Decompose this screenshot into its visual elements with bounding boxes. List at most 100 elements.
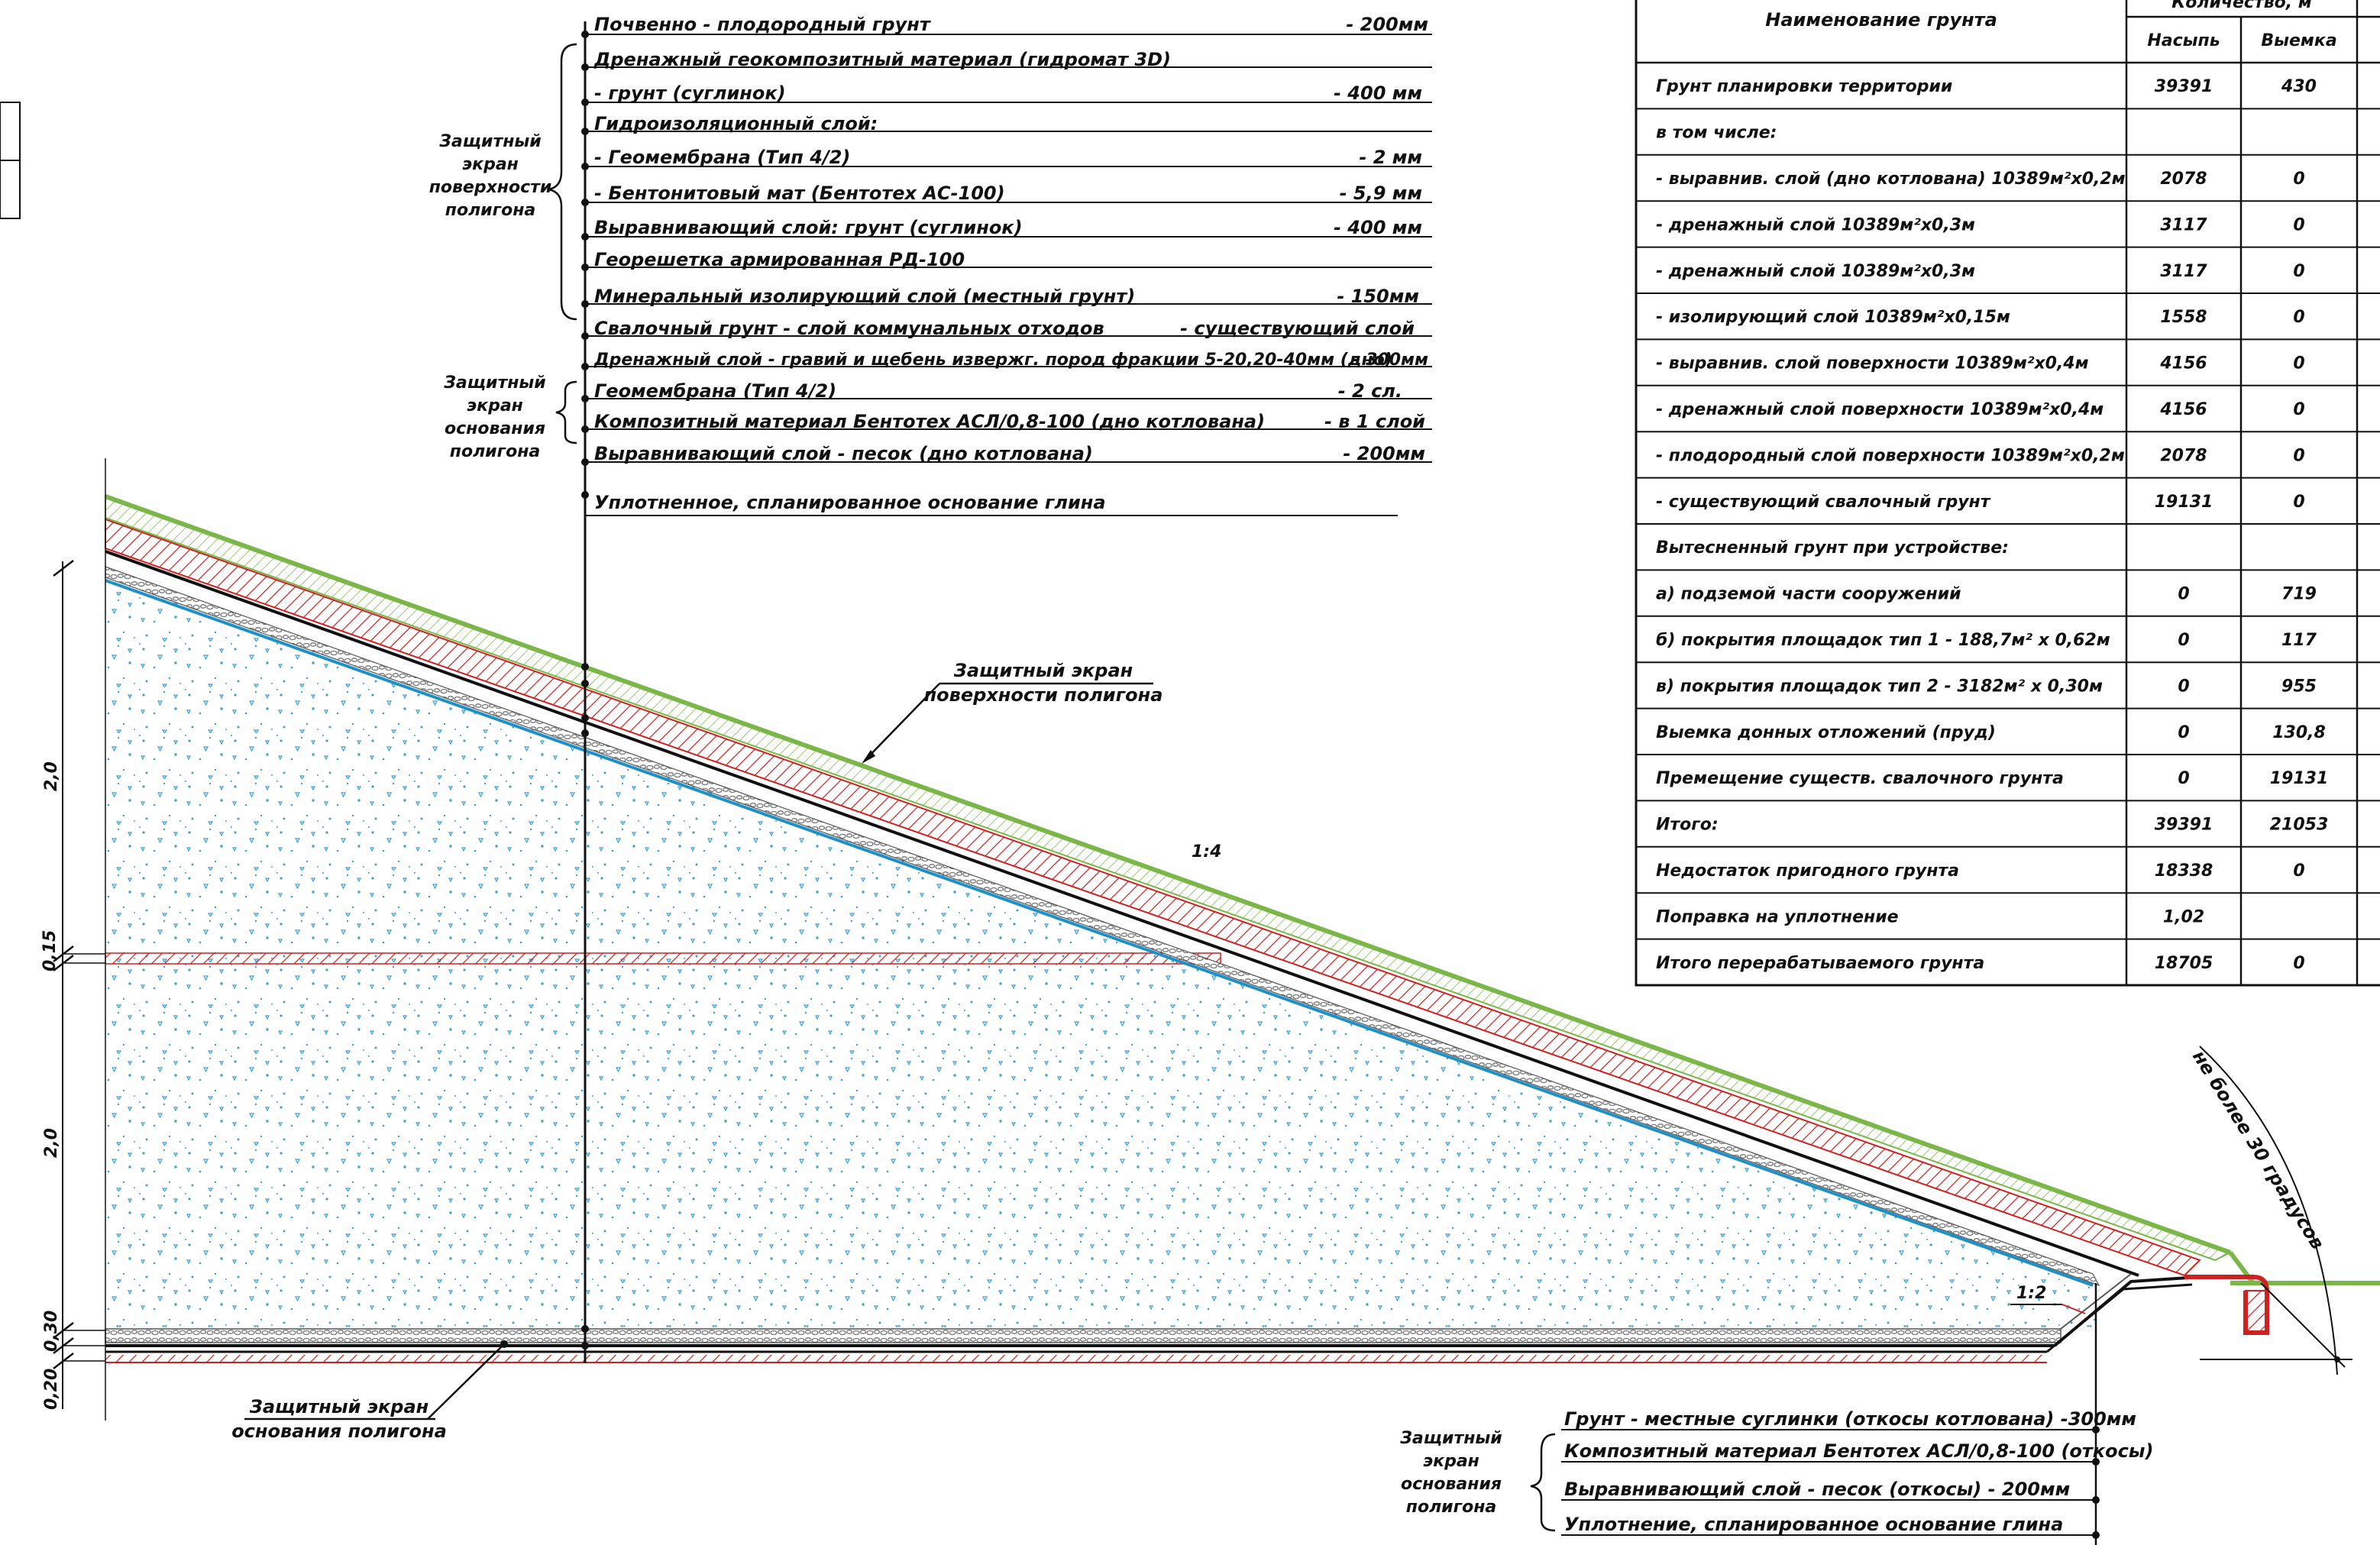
layer-text: Георешетка армированная РД-100 <box>594 249 965 270</box>
table-cell-cut: 719 <box>2281 585 2317 604</box>
layer-value: - 400 мм <box>1334 217 1422 238</box>
dim-label: 0,30 <box>42 1311 61 1352</box>
layer-text: Уплотненное, спланированное основание гл… <box>594 492 1106 513</box>
table-cell-name: - выравнив. слой поверхности 10389м²х0,4… <box>1656 354 2089 373</box>
table-cell-name: Премещение существ. свалочного грунта <box>1656 769 2064 788</box>
table-cell-fill: 1,02 <box>2163 907 2204 926</box>
layer-text: Дренажный слой - гравий и щебень извержг… <box>593 351 1392 370</box>
table-cell-fill: 4156 <box>2159 400 2207 419</box>
surface-screen-callout: Защитный экран поверхности полигона <box>862 660 1163 764</box>
table-cell-name: - плодородный слой поверхности 10389м²х0… <box>1656 446 2125 465</box>
surface-group-label: Защитный экран поверхности полигона <box>429 132 552 220</box>
table-cell-cut: 117 <box>2281 631 2317 650</box>
table-cell-fill: 39391 <box>2155 816 2213 835</box>
slope-layers <box>104 494 2380 1287</box>
surface-group-label-line: полигона <box>445 201 536 220</box>
waste-body <box>105 574 2099 1327</box>
table-cell-cut: 130,8 <box>2272 723 2326 742</box>
surface-screen-label-2: поверхности полигона <box>924 684 1163 706</box>
layer-text: - грунт (суглинок) <box>594 82 786 104</box>
table-cell-name: а) подземой части сооружений <box>1656 585 1961 604</box>
table-cell-fill: 4156 <box>2159 354 2207 373</box>
surface-group-label-line: поверхности <box>429 178 552 197</box>
table-cell-name: Выемка донных отложений (пруд) <box>1656 723 1996 742</box>
surface-screen-label-1: Защитный экран <box>953 660 1133 681</box>
layer-value: - 200мм <box>1343 443 1425 464</box>
table-cell-cut: 21053 <box>2270 816 2329 835</box>
layer-text: Выравнивающий слой - песок (дно котлован… <box>594 443 1093 464</box>
slope-side-label: 1:2 <box>2016 1284 2046 1303</box>
bottom-layer-text: Грунт - местные суглинки (откосы котлова… <box>1564 1408 2136 1430</box>
table-cell-fill: 2078 <box>2160 446 2207 465</box>
soil-balance-table: Количество, м Наименование грунта Насыпь… <box>1635 0 2380 987</box>
table-cell-name: Итого перерабатываемого грунта <box>1656 954 1984 973</box>
layer-value: - 200мм <box>1346 14 1428 35</box>
table-cell-name: Грунт планировки территории <box>1656 77 1952 96</box>
layer-value: - 400 мм <box>1334 82 1422 104</box>
base-group-brace <box>555 380 577 444</box>
base-group-label: Защитный экран основания полигона <box>443 373 545 461</box>
angle-note: не более 30 градусов <box>2188 1046 2353 1375</box>
table-body: Грунт планировки территории 39391 430 в том… <box>1636 77 2380 973</box>
table-header-fill: Насыпь <box>2147 31 2220 50</box>
layer-value: - 2 сл. <box>1338 380 1402 402</box>
mineral-insulating-band <box>105 952 1221 965</box>
table-header-name: Наименование грунта <box>1765 9 1997 31</box>
surface-group-brace <box>548 43 577 321</box>
layer-value: - существующий слой <box>1180 318 1415 339</box>
layer-text: Дренажный геокомпозитный материал (гидро… <box>593 49 1171 70</box>
table-cell-name: в) покрытия площадок тип 2 - 3182м² х 0,… <box>1656 677 2103 696</box>
bottom-layer-list: Защитный экран основания полигона Грунт … <box>1399 1283 2153 1545</box>
table-cell-fill: 18338 <box>2155 861 2213 881</box>
layer-text: Свалочный грунт - слой коммунальных отхо… <box>594 318 1104 339</box>
layer-value: - 5,9 мм <box>1340 183 1422 204</box>
table-cell-name: - дренажный слой поверхности 10389м²х0,4… <box>1656 400 2104 419</box>
table-cell-name: - выравнив. слой (дно котлована) 10389м²… <box>1656 170 2126 189</box>
base-group-label-line: полигона <box>450 442 541 461</box>
table-cell-name: б) покрытия площадок тип 1 - 188,7м² х 0… <box>1656 631 2110 650</box>
table-cell-cut: 0 <box>2293 354 2304 373</box>
dim-label: 0,15 <box>40 930 60 971</box>
base-layers <box>105 1273 2269 1363</box>
table-cell-fill: 39391 <box>2155 77 2213 96</box>
table-cell-fill: 3117 <box>2160 215 2207 234</box>
dim-label: 2,0 <box>42 761 61 791</box>
slope-main-label: 1:4 <box>1192 842 1221 861</box>
table-cell-fill: 0 <box>2178 769 2189 788</box>
layer-value: - 150мм <box>1337 286 1419 307</box>
table-cell-fill: 1558 <box>2160 308 2207 327</box>
table-cell-fill: 0 <box>2178 585 2189 604</box>
bottom-group-label-line: экран <box>1423 1452 1479 1471</box>
table-cell-name: Итого: <box>1656 816 1719 835</box>
table-header-top: Количество, м <box>2171 0 2311 12</box>
table-cell-fill: 0 <box>2178 723 2189 742</box>
table-cell-cut: 0 <box>2293 308 2304 327</box>
table-cell-name: - существующий свалочный грунт <box>1656 493 1991 512</box>
top-layer-texts: Почвенно - плодородный грунт - 200мм Дре… <box>593 14 1428 513</box>
angle-note-label: не более 30 градусов <box>2188 1046 2329 1253</box>
table-cell-name: Недостаток пригодного грунта <box>1656 861 1959 881</box>
table-cell-cut: 0 <box>2293 262 2304 281</box>
layer-text: Гидроизоляционный слой: <box>594 113 878 134</box>
table-cell-name: - дренажный слой 10389м²х0,3м <box>1656 215 1975 234</box>
surface-group-label-line: Защитный <box>438 132 541 151</box>
table-cell-name: - дренажный слой 10389м²х0,3м <box>1656 262 1975 281</box>
table-cell-cut: 0 <box>2293 446 2304 465</box>
table-cell-name: Вытесненный грунт при устройстве: <box>1656 538 2009 558</box>
layer-value: - в 1 слой <box>1324 411 1425 432</box>
bottom-layer-text: Уплотнение, спланированное основание гли… <box>1564 1514 2063 1535</box>
table-cell-cut: 0 <box>2293 400 2304 419</box>
table-cell-cut: 955 <box>2281 677 2317 696</box>
table-cell-cut: 0 <box>2293 954 2304 973</box>
table-cell-fill: 2078 <box>2160 170 2207 189</box>
layer-value: - 300мм <box>1353 351 1428 370</box>
layer-text: Композитный материал Бентотех АСЛ/0,8-10… <box>594 411 1265 432</box>
bottom-group-label-line: полигона <box>1406 1498 1497 1517</box>
base-screen-callout: Защитный экран основания полигона <box>231 1340 508 1442</box>
table-cell-name: - изолирующий слой 10389м²х0,15м <box>1656 308 2010 327</box>
dim-label: 0,20 <box>42 1369 61 1410</box>
base-screen-label-1: Защитный экран <box>249 1396 428 1417</box>
table-cell-cut: 430 <box>2281 77 2317 96</box>
table-cell-fill: 19131 <box>2155 493 2213 512</box>
